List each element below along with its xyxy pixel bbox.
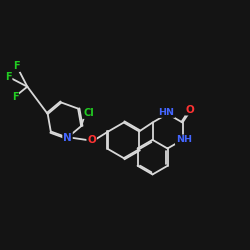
Text: HN: HN [158,108,174,117]
Text: N: N [63,132,72,142]
Text: NH: NH [176,135,192,144]
Text: F: F [14,61,20,71]
Text: Cl: Cl [83,108,94,118]
Text: F: F [5,72,12,82]
Text: O: O [186,105,194,115]
Text: O: O [87,135,96,145]
Text: F: F [12,92,18,102]
